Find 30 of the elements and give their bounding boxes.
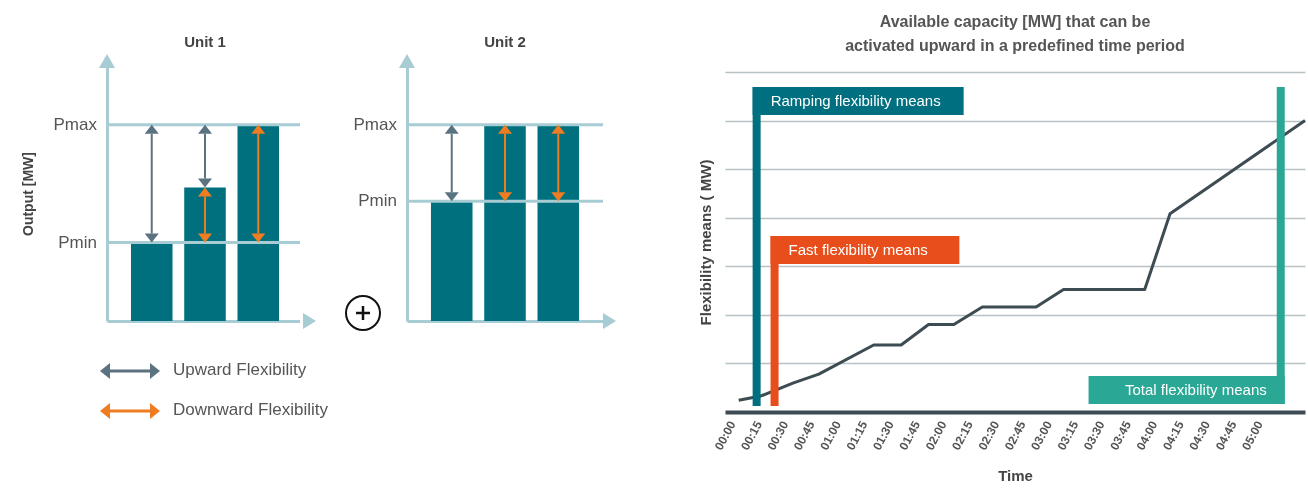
x-tick-label: 00:30 (764, 418, 792, 453)
x-tick-label: 02:15 (949, 418, 976, 453)
ref-line-label: Total flexibility means (1125, 381, 1267, 398)
x-tick-label: 05:00 (1239, 418, 1266, 453)
chart-title: Available capacity [MW] that can be activated upward in a predefined time period (845, 13, 1185, 54)
x-tick-label: 00:45 (790, 418, 818, 453)
ref-line-label: Pmax (53, 114, 98, 134)
x-tick-label: 03:15 (1054, 418, 1082, 453)
y-axis-title: Flexibility means ( MW) (696, 159, 714, 326)
ref-line-label: Pmax (353, 114, 398, 134)
x-tick-label: 03:30 (1080, 418, 1108, 453)
chart-title: Unit 2 (484, 33, 526, 50)
ref-line-label: Ramping flexibility means (770, 92, 941, 109)
x-tick-label: 04:00 (1133, 418, 1161, 453)
x-tick-label: 01:15 (843, 418, 871, 453)
ref-line-label: Fast flexibility means (788, 241, 928, 258)
y-axis-title: Output [MW] (19, 152, 36, 236)
ref-line-label: Pmin (58, 232, 97, 252)
ref-line-label: Pmin (358, 191, 397, 211)
text: Downward Flexibility (173, 400, 328, 420)
x-tick-label: 02:00 (922, 418, 950, 453)
x-tick-label: 01:30 (869, 418, 897, 453)
x-tick-label: 02:30 (975, 418, 1003, 453)
x-axis-title: Time (998, 466, 1033, 484)
x-tick-label: 02:45 (1001, 418, 1029, 453)
text: Upward Flexibility (173, 360, 307, 380)
x-tick-label: 04:15 (1159, 418, 1187, 453)
x-tick-label: 04:45 (1212, 418, 1240, 453)
x-tick-label: 00:00 (711, 418, 739, 453)
chart-title: Unit 1 (184, 33, 226, 50)
